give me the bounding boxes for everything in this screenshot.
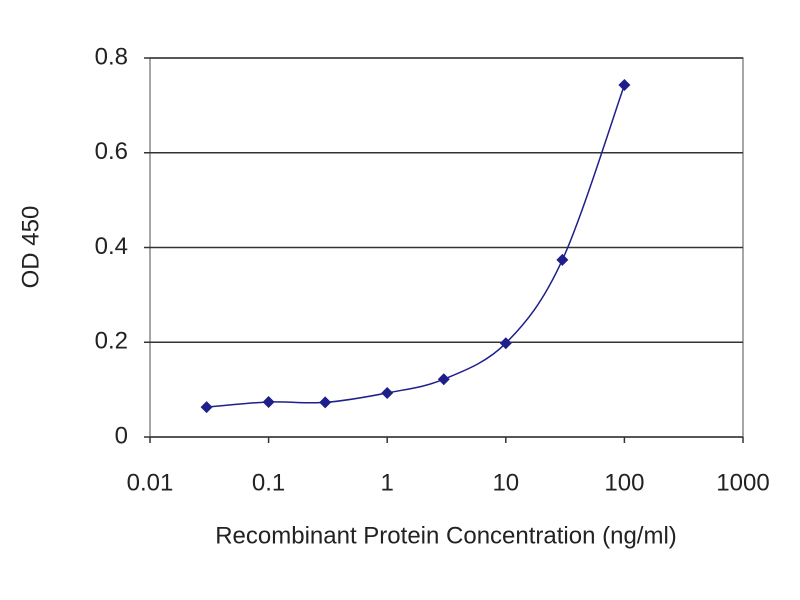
y-tick-label: 0 [115, 422, 128, 449]
y-tick-label: 0.2 [95, 328, 128, 355]
point [556, 253, 569, 266]
y-axis-label: OD 450 [17, 206, 44, 289]
x-tick-label: 0.01 [127, 469, 174, 496]
point [437, 373, 450, 386]
y-tick-label: 0.6 [95, 138, 128, 165]
curve [206, 84, 626, 408]
point [381, 386, 394, 399]
x-tick-label: 0.1 [252, 469, 285, 496]
x-tick-label: 100 [604, 469, 644, 496]
x-tick-label: 10 [492, 469, 519, 496]
y-tick-label: 0.4 [95, 233, 128, 260]
y-tick-label: 0.8 [95, 43, 128, 70]
point [200, 401, 213, 414]
x-axis-label: Recombinant Protein Concentration (ng/ml… [215, 522, 677, 549]
point [319, 396, 332, 409]
x-tick-label: 1 [381, 469, 394, 496]
point [618, 79, 631, 92]
point [262, 395, 275, 408]
point [499, 337, 512, 350]
x-tick-label: 1000 [716, 469, 769, 496]
